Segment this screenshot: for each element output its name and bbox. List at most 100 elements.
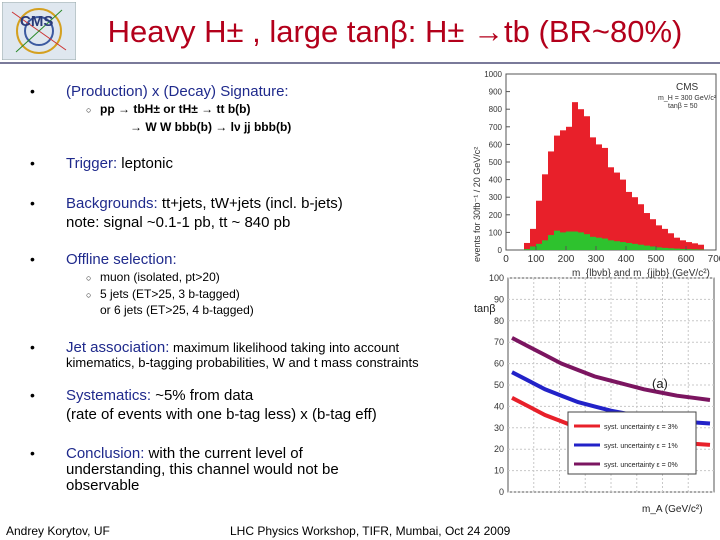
- offline-sub-2: 5 jets (ET>25, 3 b-tagged): [100, 287, 240, 301]
- hist-bar: [638, 204, 644, 250]
- hist-bar: [692, 249, 698, 250]
- hist-ytick-label: 900: [489, 88, 503, 97]
- hist-bar: [566, 231, 572, 250]
- hist-ytick-label: 1000: [484, 70, 502, 79]
- hist-bar: [530, 246, 536, 250]
- systematics-head: Systematics:: [66, 387, 152, 404]
- hist-bar: [626, 191, 632, 250]
- hist-bar: [602, 238, 608, 250]
- hist-ytick-label: 100: [489, 228, 503, 237]
- hist-bar: [698, 249, 704, 250]
- reach-legend-label: syst. uncertainty ε = 1%: [604, 443, 678, 450]
- hist-bar: [614, 241, 620, 250]
- reach-ytick-label: 100: [489, 273, 504, 283]
- sub-bullet-marker: ○: [86, 273, 92, 283]
- hist-bar: [524, 242, 530, 250]
- hist-bar: [602, 147, 608, 250]
- hist-bar: [626, 242, 632, 250]
- conclusion-line-3: observable: [66, 477, 140, 494]
- reach-legend-label: syst. uncertainty ε = 0%: [604, 462, 678, 469]
- reach-ytick-label: 30: [494, 423, 504, 433]
- jet-association-text: maximum likelihood taking into account: [169, 340, 400, 355]
- bullet-dot: •: [30, 155, 35, 171]
- hist-bar: [584, 234, 590, 250]
- reach-ytick-label: 80: [494, 316, 504, 326]
- hist-bar: [650, 219, 656, 250]
- hist-bar: [680, 240, 686, 250]
- hist-bar: [524, 249, 530, 250]
- reach-ytick-label: 70: [494, 337, 504, 347]
- hist-ytick-label: 500: [489, 158, 503, 167]
- reach-panel-label: (a): [652, 376, 668, 391]
- hist-bar: [668, 248, 674, 250]
- hist-ytick-label: 300: [489, 193, 503, 202]
- hist-bar: [572, 231, 578, 250]
- bullet-dot: •: [30, 339, 35, 355]
- bullet-dot: •: [30, 195, 35, 211]
- hist-bar: [668, 233, 674, 250]
- hist-bar: [674, 237, 680, 250]
- hist-bar: [644, 245, 650, 250]
- hist-bar: [578, 232, 584, 250]
- hist-bar: [590, 236, 596, 250]
- hist-bar: [608, 240, 614, 250]
- hist-xlabel: m_{lbνb} and m_{jjbb} (GeV/c²): [572, 268, 710, 279]
- title-divider: [0, 62, 720, 64]
- sub-bullet-marker: ○: [86, 105, 92, 115]
- hist-xtick-label: 400: [618, 254, 635, 265]
- hist-ytick-label: 800: [489, 105, 503, 114]
- hist-annotation-tanb: tanβ = 50: [668, 103, 698, 110]
- hist-xtick-label: 100: [528, 254, 545, 265]
- hist-bar: [548, 235, 554, 250]
- hist-bar: [620, 242, 626, 250]
- footer-author: Andrey Korytov, UF: [6, 524, 110, 538]
- reach-ytick-label: 50: [494, 380, 504, 390]
- reach-legend-label: syst. uncertainty ε = 3%: [604, 424, 678, 431]
- hist-bar: [548, 151, 554, 250]
- systematics-text: ~5% from data: [151, 387, 254, 404]
- hist-bar: [554, 135, 560, 250]
- hist-bar: [554, 230, 560, 250]
- hist-xtick-label: 200: [558, 254, 575, 265]
- hist-xtick-label: 700: [708, 254, 720, 265]
- reach-ytick-label: 20: [494, 444, 504, 454]
- hist-bar: [608, 167, 614, 250]
- hist-bar: [632, 243, 638, 250]
- hist-ytick-label: 200: [489, 211, 503, 220]
- systematics-line-2: (rate of events with one b-tag less) x (…: [66, 406, 377, 423]
- bullet-dot: •: [30, 445, 35, 461]
- hist-bar: [698, 244, 704, 250]
- conclusion-line-2: understanding, this channel would not be: [66, 461, 339, 478]
- reach-ytick-label: 60: [494, 359, 504, 369]
- backgrounds-text: tt+jets, tW+jets (incl. b-jets): [157, 195, 343, 212]
- offline-sub-1: muon (isolated, pt>20): [100, 270, 220, 284]
- jet-association-line-2: kimematics, b-tagging probabilities, W a…: [66, 355, 419, 370]
- hist-bar: [560, 130, 566, 250]
- reach-series-line: [511, 336, 711, 402]
- hist-bar: [692, 243, 698, 250]
- hist-bar: [578, 109, 584, 250]
- hist-bar: [596, 144, 602, 250]
- hist-ytick-label: 400: [489, 176, 503, 185]
- hist-bar: [560, 232, 566, 250]
- hist-bar: [662, 247, 668, 250]
- bullet-production-head: (Production) x (Decay) Signature:: [66, 83, 289, 100]
- hist-bar: [536, 200, 542, 250]
- offline-head: Offline selection:: [66, 251, 177, 268]
- trigger-head: Trigger:: [66, 155, 118, 172]
- production-sub-1: pp → tbH± or tH± → tt b(b): [100, 102, 251, 116]
- hist-bar: [662, 228, 668, 250]
- hist-bar: [566, 126, 572, 250]
- hist-bar: [542, 240, 548, 250]
- hist-bar: [632, 197, 638, 250]
- hist-xtick-label: 500: [648, 254, 665, 265]
- hist-bar: [638, 244, 644, 250]
- bullet-dot: •: [30, 387, 35, 403]
- hist-bar: [614, 172, 620, 250]
- reach-ylabel: tanβ: [474, 303, 496, 315]
- hist-bar: [584, 116, 590, 250]
- hist-bar: [650, 246, 656, 250]
- hist-annotation-mass: m_H = 300 GeV/c²: [658, 95, 717, 102]
- hist-cms-label: CMS: [676, 82, 699, 93]
